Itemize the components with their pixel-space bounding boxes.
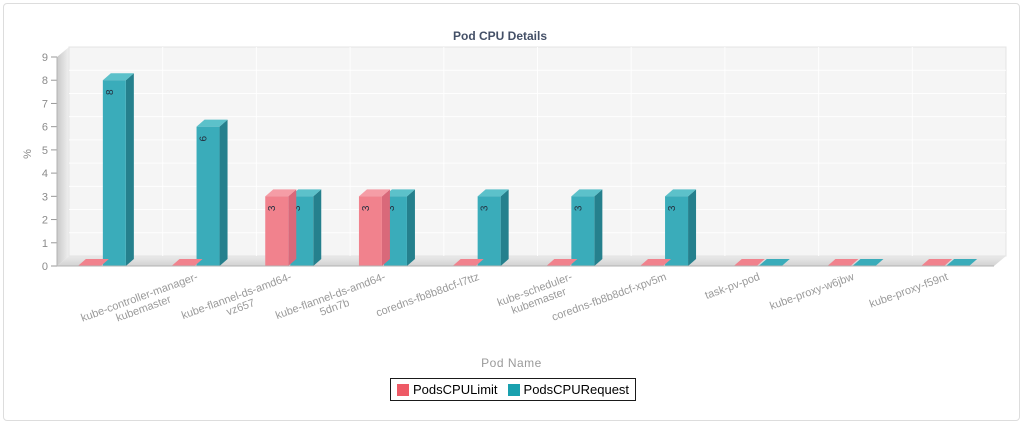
- bar-top-PodsCPULimit-3: [358, 189, 390, 197]
- y-tick-label-4: 4: [42, 168, 48, 180]
- y-tick-label-2: 2: [42, 215, 48, 227]
- y-tick-label-6: 6: [42, 122, 48, 134]
- y-tick-label-5: 5: [42, 145, 48, 157]
- bar-PodsCPULimit-0[interactable]: [77, 259, 109, 266]
- bar-top-PodsCPURequest-3: [383, 189, 415, 197]
- bar-PodsCPULimit-3[interactable]: [358, 196, 382, 266]
- bar-PodsCPULimit-2[interactable]: [265, 196, 289, 266]
- bar-PodsCPURequest-4[interactable]: [477, 196, 501, 266]
- bar-side-PodsCPULimit-2: [288, 189, 297, 266]
- bar-side-PodsCPURequest-3: [406, 189, 415, 266]
- bar-side-PodsCPULimit-3: [381, 189, 390, 266]
- x-axis-title: Pod Name: [481, 356, 542, 370]
- bar-side-PodsCPURequest-1: [219, 119, 228, 267]
- legend-item-podscpulimit[interactable]: PodsCPULimit: [397, 382, 498, 397]
- bar-top-PodsCPURequest-2: [290, 189, 322, 197]
- bar-value-label: 3: [667, 205, 678, 211]
- bar-PodsCPURequest-9[interactable]: [946, 259, 978, 266]
- bar-value-label: 3: [480, 205, 491, 211]
- podscpulimit-swatch-icon: [397, 383, 409, 396]
- bar-side-PodsCPURequest-5: [594, 189, 603, 266]
- bar-top-PodsCPURequest-1: [196, 119, 228, 127]
- bar-side-PodsCPURequest-6: [688, 189, 697, 266]
- bar-PodsCPULimit-5[interactable]: [546, 259, 578, 266]
- bar-side-PodsCPURequest-0: [125, 73, 134, 266]
- bar-PodsCPURequest-7[interactable]: [758, 259, 790, 266]
- bar-PodsCPULimit-8[interactable]: [827, 259, 859, 266]
- bar-top-PodsCPURequest-0: [102, 73, 134, 81]
- bar-value-label: 8: [105, 89, 116, 95]
- bar-PodsCPURequest-0[interactable]: [102, 80, 126, 266]
- y-tick-label-1: 1: [42, 238, 48, 250]
- bar-value-label: 6: [199, 135, 210, 141]
- bar-PodsCPURequest-1[interactable]: [196, 126, 220, 267]
- legend: PodsCPULimit PodsCPURequest: [390, 378, 637, 401]
- bar-PodsCPULimit-4[interactable]: [452, 259, 484, 266]
- bar-PodsCPURequest-8[interactable]: [852, 259, 884, 266]
- podscpurequest-swatch-icon: [507, 383, 520, 396]
- bar-value-label: 3: [267, 205, 278, 211]
- bar-top-PodsCPULimit-2: [265, 189, 297, 197]
- bar-value-label: 3: [361, 205, 372, 211]
- y-tick-label-9: 9: [42, 52, 48, 64]
- bar-value-label: 3: [386, 205, 397, 211]
- bar-PodsCPULimit-7[interactable]: [733, 259, 765, 266]
- legend-label: PodsCPURequest: [523, 382, 630, 397]
- bar-side-PodsCPURequest-2: [313, 189, 322, 266]
- y-tick-label-8: 8: [42, 75, 48, 87]
- bar-value-label: 3: [573, 205, 584, 211]
- bar-top-PodsCPURequest-6: [665, 189, 697, 197]
- bar-PodsCPULimit-1[interactable]: [171, 259, 203, 266]
- bar-PodsCPURequest-6[interactable]: [665, 196, 689, 266]
- bar-top-PodsCPURequest-5: [571, 189, 603, 197]
- plot-left-wall: [57, 47, 69, 266]
- bar-chart-canvas: 0 1 2 3 4 5 6 7 8 9 8 6 3 3 3 3 3 3 3: [42, 46, 1007, 273]
- y-tick-label-0: 0: [42, 261, 48, 273]
- legend-label: PodsCPULimit: [413, 382, 498, 397]
- chart-title: Pod CPU Details: [452, 29, 548, 43]
- y-tick-label-7: 7: [42, 98, 48, 110]
- bar-value-label: 3: [292, 205, 303, 211]
- legend-item-podscpurequest[interactable]: PodsCPURequest: [507, 382, 630, 397]
- bar-top-PodsCPURequest-4: [477, 189, 509, 197]
- y-tick-label-3: 3: [42, 191, 48, 203]
- bar-PodsCPULimit-9[interactable]: [921, 259, 953, 266]
- bar-PodsCPULimit-6[interactable]: [640, 259, 672, 266]
- bar-side-PodsCPURequest-4: [500, 189, 509, 266]
- bar-PodsCPURequest-5[interactable]: [571, 196, 595, 266]
